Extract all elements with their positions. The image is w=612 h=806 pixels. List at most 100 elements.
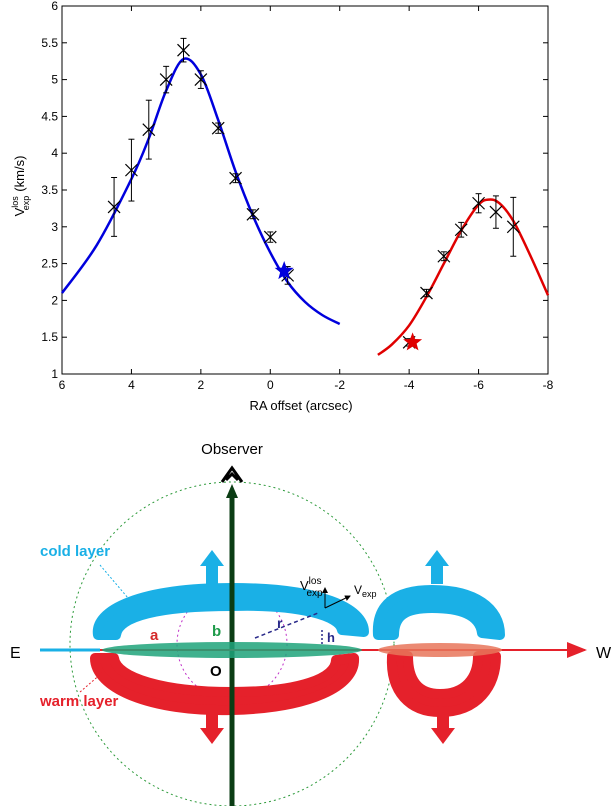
label-a: a	[150, 627, 159, 644]
west-label: W	[596, 645, 612, 662]
x-marker	[263, 230, 277, 244]
velocity-chart: 6 4 2 0 -2 -4 -6 -8 1 1.5 2 2.5 3 3.5 4 4.5 5 5.5 6 RA off…	[10, 0, 554, 413]
y-tick-label: 6	[51, 0, 58, 13]
data-point	[489, 195, 503, 229]
y-tick-label: 4.5	[41, 109, 58, 123]
x-tick-label: -4	[404, 378, 415, 392]
data-point	[454, 221, 468, 238]
x-tick-label: 6	[59, 378, 66, 392]
label-r: r	[277, 615, 283, 631]
x-marker	[142, 123, 156, 137]
star-marker-0	[274, 261, 294, 280]
vexp-label-main: V	[354, 583, 362, 597]
x-marker	[420, 286, 433, 300]
y-tick-label: 2	[51, 293, 58, 307]
equatorial-disk-right	[378, 643, 502, 657]
vlos-label-sup: los	[309, 576, 322, 587]
y-axis-label: Vlosexp (km/s)	[10, 156, 31, 217]
vlos-label: Vlos exp	[300, 576, 323, 599]
y-tick-label: 2.5	[41, 257, 58, 271]
x-marker	[246, 207, 260, 221]
vexp-vector	[324, 595, 351, 609]
y-tick-label: 4	[51, 146, 58, 160]
data-point	[177, 37, 190, 63]
vexp-label: Vexp	[354, 583, 377, 599]
label-b: b	[212, 623, 221, 640]
x-marker	[489, 205, 503, 219]
cold-layer-pointer	[99, 564, 129, 599]
cold-up-arrow-right	[425, 550, 449, 584]
y-tick-label: 5	[51, 73, 58, 87]
data-point	[506, 196, 520, 257]
data-point	[263, 230, 277, 244]
vexp-label-sub: exp	[362, 589, 377, 599]
east-label: E	[10, 645, 21, 662]
y-tick-label: 3.5	[41, 183, 58, 197]
star-marker-1	[403, 332, 423, 351]
data-point	[194, 70, 208, 89]
data-point	[229, 171, 242, 185]
fit-line-1	[377, 198, 550, 356]
y-tick-label: 1.5	[41, 330, 58, 344]
cold-layer-ring-left	[92, 583, 369, 640]
observer-label: Observer	[201, 441, 263, 458]
label-h: h	[327, 630, 335, 645]
x-axis-label: RA offset (arcsec)	[249, 398, 352, 413]
y-axis-label-sub: exp	[21, 196, 31, 211]
warm-down-arrow-right	[431, 712, 455, 744]
cold-layer-label: cold layer	[40, 543, 110, 560]
cold-up-arrow-left	[200, 550, 224, 584]
y-axis-label-main: V	[12, 207, 27, 216]
warm-layer-label: warm layer	[39, 693, 119, 710]
x-marker	[437, 249, 451, 263]
data-point	[472, 193, 485, 214]
x-tick-label: -2	[334, 378, 345, 392]
x-marker	[159, 73, 173, 87]
warm-layer-pointer	[79, 672, 103, 693]
data-point	[420, 286, 433, 300]
warm-layer-ring-left	[90, 653, 359, 716]
x-marker	[177, 43, 190, 57]
data-point	[142, 99, 156, 160]
model-diagram: Observer E W cold layer warm layer a b r…	[10, 441, 612, 806]
data-point	[246, 207, 260, 221]
x-tick-label: 0	[267, 378, 274, 392]
radius-line	[254, 612, 319, 639]
warm-layer-ring-right	[386, 651, 501, 717]
x-tick-label: -8	[543, 378, 554, 392]
outer-dotted-circle	[69, 481, 395, 806]
data-point	[159, 65, 173, 94]
data-point	[125, 138, 138, 202]
x-marker	[211, 121, 225, 135]
svg-text:Vlosexp(km/s): Vlosexp (km/s)	[10, 156, 31, 217]
chart-fit-lines	[60, 57, 550, 356]
data-point	[107, 176, 121, 237]
x-marker	[194, 73, 208, 87]
data-point	[437, 249, 451, 263]
x-marker	[107, 200, 121, 214]
y-tick-label: 3	[51, 220, 58, 234]
fit-line-0	[60, 57, 341, 326]
x-marker	[229, 171, 242, 185]
observer-eye-icon	[220, 465, 244, 483]
x-marker	[506, 220, 520, 234]
x-marker	[454, 223, 468, 237]
chart-ticks: 6 4 2 0 -2 -4 -6 -8 1 1.5 2 2.5 3 3.5 4 4.5 5 5.5 6	[41, 0, 553, 392]
y-axis-label-unit: (km/s)	[12, 156, 27, 192]
vlos-label-main: V	[300, 578, 309, 593]
x-marker	[125, 163, 138, 177]
x-tick-label: -6	[473, 378, 484, 392]
vlos-label-sub: exp	[306, 588, 323, 599]
y-tick-label: 1	[51, 367, 58, 381]
equatorial-disk-left	[102, 642, 362, 658]
x-tick-label: 2	[198, 378, 205, 392]
chart-data-points	[107, 37, 520, 351]
label-origin: O	[210, 663, 222, 680]
data-point	[211, 121, 225, 135]
warm-down-arrow-left	[200, 712, 224, 744]
plot-frame	[61, 5, 549, 375]
y-axis-label-sup: los	[10, 196, 20, 208]
chart-axes	[61, 5, 549, 375]
cold-layer-ring-right	[372, 585, 505, 640]
x-tick-label: 4	[128, 378, 135, 392]
